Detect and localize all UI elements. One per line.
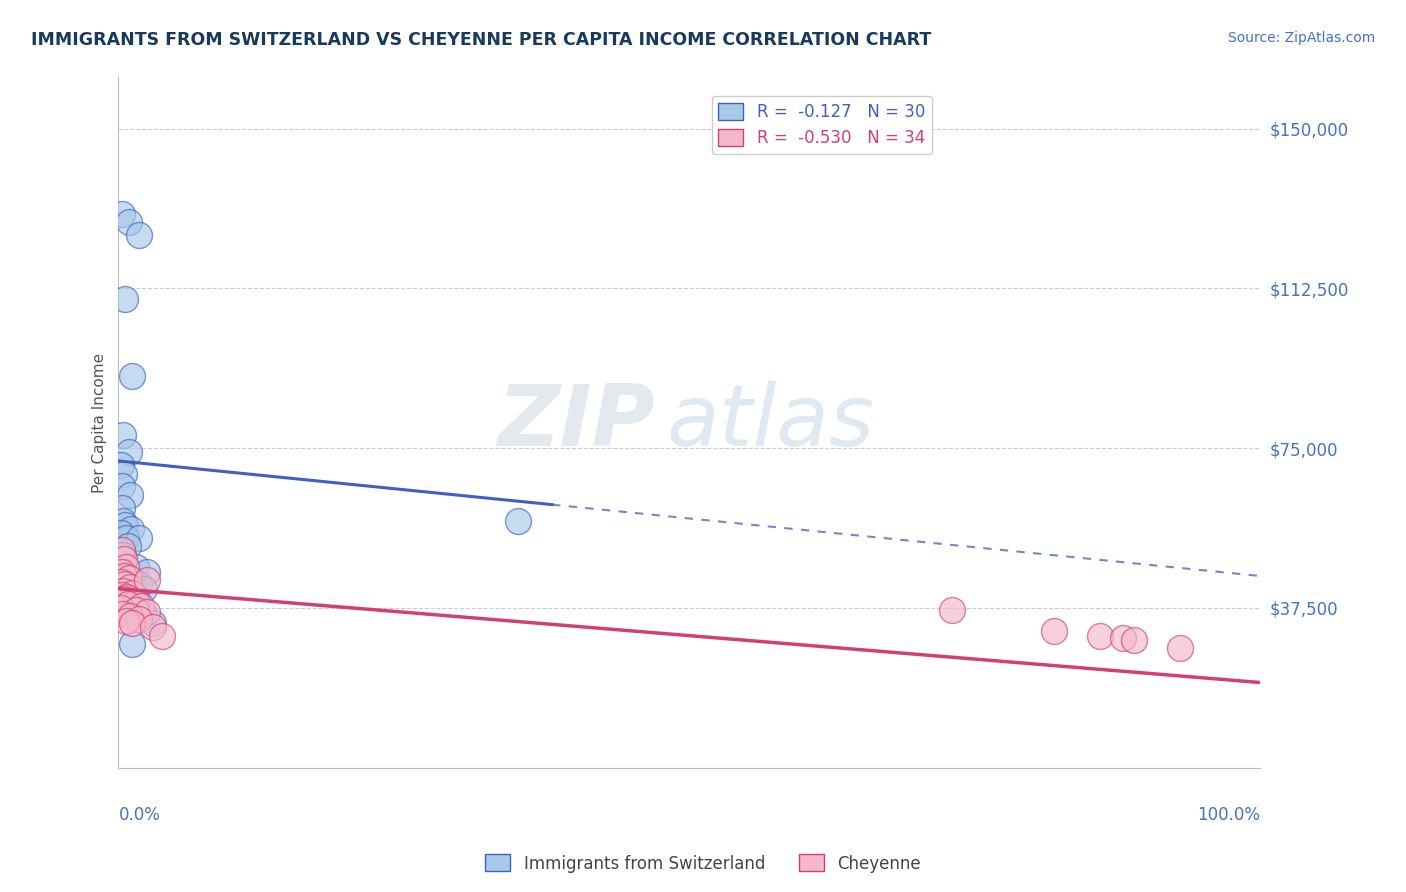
Point xyxy=(115,614,138,628)
Point xyxy=(136,605,159,619)
Point xyxy=(136,565,159,579)
Point xyxy=(111,588,134,602)
Point xyxy=(132,582,155,596)
Point xyxy=(118,445,141,459)
Point xyxy=(112,569,135,583)
Point xyxy=(941,603,963,617)
Point xyxy=(111,428,134,442)
Point xyxy=(111,543,134,558)
Point xyxy=(121,637,143,651)
Point xyxy=(115,591,138,605)
Point xyxy=(110,575,132,590)
Point xyxy=(111,207,134,221)
Point xyxy=(111,500,134,515)
Point xyxy=(110,526,132,541)
Point xyxy=(111,548,134,562)
Text: 0.0%: 0.0% xyxy=(118,805,160,823)
Point xyxy=(150,629,173,643)
Point xyxy=(118,488,141,502)
Text: atlas: atlas xyxy=(666,381,875,464)
Point xyxy=(1168,641,1191,656)
Point xyxy=(114,292,136,306)
Point xyxy=(114,577,136,591)
Point xyxy=(142,620,165,634)
Point xyxy=(112,467,135,481)
Point xyxy=(121,615,143,630)
Point xyxy=(124,603,146,617)
Point xyxy=(115,560,138,574)
Point xyxy=(121,368,143,383)
Point xyxy=(111,565,134,579)
Point xyxy=(506,514,529,528)
Point xyxy=(128,577,150,591)
Legend: Immigrants from Switzerland, Cheyenne: Immigrants from Switzerland, Cheyenne xyxy=(479,847,927,880)
Point xyxy=(115,531,138,545)
Point xyxy=(112,552,135,566)
Point xyxy=(121,586,143,600)
Point xyxy=(118,609,141,624)
Y-axis label: Per Capita Income: Per Capita Income xyxy=(93,352,107,492)
Legend: R =  -0.127   N = 30, R =  -0.530   N = 34: R = -0.127 N = 30, R = -0.530 N = 34 xyxy=(711,96,932,154)
Point xyxy=(111,607,134,622)
Point xyxy=(1123,632,1146,647)
Point xyxy=(142,615,165,630)
Point xyxy=(124,560,146,574)
Point xyxy=(124,591,146,605)
Point xyxy=(124,594,146,608)
Point xyxy=(117,597,139,611)
Text: 100.0%: 100.0% xyxy=(1197,805,1260,823)
Text: ZIP: ZIP xyxy=(498,381,655,464)
Point xyxy=(128,228,150,243)
Point xyxy=(120,522,142,536)
Point xyxy=(1112,631,1135,645)
Point xyxy=(114,517,136,532)
Point xyxy=(117,539,139,553)
Point xyxy=(110,458,132,473)
Point xyxy=(121,573,143,587)
Point xyxy=(129,599,152,613)
Point xyxy=(111,479,134,493)
Point xyxy=(118,571,141,585)
Point xyxy=(112,592,135,607)
Text: Source: ZipAtlas.com: Source: ZipAtlas.com xyxy=(1227,31,1375,45)
Point xyxy=(118,215,141,229)
Text: IMMIGRANTS FROM SWITZERLAND VS CHEYENNE PER CAPITA INCOME CORRELATION CHART: IMMIGRANTS FROM SWITZERLAND VS CHEYENNE … xyxy=(31,31,931,49)
Point xyxy=(111,583,134,598)
Point xyxy=(132,607,155,622)
Point xyxy=(110,601,132,615)
Point xyxy=(118,580,141,594)
Point xyxy=(1043,624,1066,639)
Point xyxy=(128,531,150,545)
Point xyxy=(1088,629,1111,643)
Point xyxy=(128,611,150,625)
Point xyxy=(136,573,159,587)
Point xyxy=(111,514,134,528)
